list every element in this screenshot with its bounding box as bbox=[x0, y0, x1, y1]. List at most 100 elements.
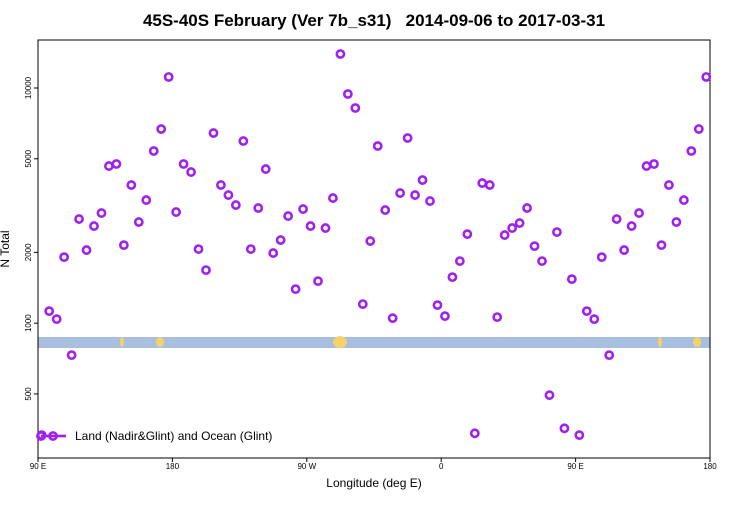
point bbox=[253, 203, 264, 213]
point bbox=[74, 214, 84, 224]
point bbox=[492, 312, 503, 322]
point bbox=[365, 236, 376, 246]
y-tick-label: 5000 bbox=[24, 149, 33, 167]
point bbox=[432, 300, 443, 311]
point bbox=[410, 190, 420, 200]
point bbox=[417, 175, 428, 185]
point bbox=[686, 146, 697, 156]
point bbox=[208, 128, 219, 138]
band-land bbox=[693, 337, 701, 347]
x-axis-label: Longitude (deg E) bbox=[326, 476, 421, 490]
point bbox=[372, 141, 383, 151]
x-tick-label: 90 E bbox=[30, 462, 46, 471]
point bbox=[141, 195, 152, 205]
point bbox=[290, 284, 301, 295]
point bbox=[611, 214, 622, 224]
band-land bbox=[658, 337, 662, 347]
point bbox=[589, 314, 600, 325]
x-tick-label: 90 E bbox=[567, 462, 583, 471]
point bbox=[156, 124, 167, 134]
point bbox=[447, 272, 458, 283]
point bbox=[171, 207, 182, 217]
point bbox=[462, 229, 473, 240]
point bbox=[552, 227, 562, 237]
point bbox=[678, 195, 689, 205]
chart-title: 45S-40S February (Ver 7b_s31) 2014-09-06… bbox=[143, 11, 605, 30]
legend-marker bbox=[36, 431, 46, 441]
point bbox=[671, 217, 682, 227]
y-tick-label: 1000 bbox=[24, 314, 33, 332]
point bbox=[522, 203, 532, 213]
y-tick-label: 2000 bbox=[24, 243, 33, 261]
point bbox=[186, 167, 196, 177]
point bbox=[402, 133, 413, 143]
band-land bbox=[156, 337, 164, 347]
point bbox=[357, 299, 368, 310]
point bbox=[335, 49, 346, 59]
point bbox=[634, 208, 644, 218]
x-tick-label: 90 W bbox=[297, 462, 316, 471]
point bbox=[454, 256, 465, 266]
x-tick-label: 180 bbox=[166, 462, 180, 471]
band bbox=[38, 337, 710, 348]
plot-frame bbox=[37, 39, 711, 459]
point bbox=[649, 159, 659, 169]
point bbox=[133, 217, 144, 227]
point bbox=[96, 208, 107, 218]
point bbox=[81, 245, 92, 255]
point bbox=[163, 72, 174, 82]
point bbox=[701, 72, 712, 82]
point bbox=[425, 196, 435, 206]
land-band bbox=[38, 336, 710, 348]
point bbox=[469, 428, 480, 439]
y-tick-label: 10000 bbox=[24, 76, 33, 99]
point bbox=[380, 205, 391, 215]
point bbox=[440, 311, 450, 322]
point bbox=[395, 188, 406, 198]
point bbox=[111, 159, 122, 169]
point bbox=[51, 314, 62, 325]
point bbox=[178, 159, 189, 169]
point bbox=[126, 180, 137, 190]
point bbox=[664, 180, 674, 190]
point bbox=[559, 423, 570, 434]
point bbox=[275, 235, 286, 245]
point bbox=[514, 218, 525, 228]
x-tick-label: 0 bbox=[439, 462, 444, 471]
point bbox=[238, 136, 249, 146]
point bbox=[230, 200, 241, 210]
point bbox=[320, 223, 331, 233]
point bbox=[656, 240, 667, 251]
point bbox=[268, 248, 279, 258]
point bbox=[529, 241, 540, 252]
point bbox=[201, 265, 211, 276]
point bbox=[626, 221, 637, 231]
point bbox=[216, 180, 226, 190]
point bbox=[693, 124, 704, 134]
point bbox=[507, 223, 518, 233]
legend-label: Land (Nadir&Glint) and Ocean (Glint) bbox=[75, 429, 272, 443]
point bbox=[387, 313, 398, 324]
x-tick-label: 180 bbox=[703, 462, 717, 471]
point bbox=[193, 244, 204, 254]
point bbox=[44, 306, 55, 317]
band-land bbox=[120, 337, 124, 347]
point bbox=[544, 390, 555, 401]
point bbox=[305, 221, 316, 231]
y-tick-label: 500 bbox=[24, 387, 33, 401]
point bbox=[499, 230, 510, 240]
point bbox=[619, 245, 630, 255]
point bbox=[484, 180, 495, 190]
point bbox=[245, 244, 256, 254]
point bbox=[350, 103, 361, 113]
point bbox=[283, 211, 294, 221]
point bbox=[342, 89, 353, 99]
point bbox=[118, 240, 129, 251]
point bbox=[313, 276, 323, 287]
point bbox=[298, 204, 308, 214]
point bbox=[596, 252, 607, 263]
point bbox=[537, 256, 547, 266]
point bbox=[574, 430, 585, 441]
